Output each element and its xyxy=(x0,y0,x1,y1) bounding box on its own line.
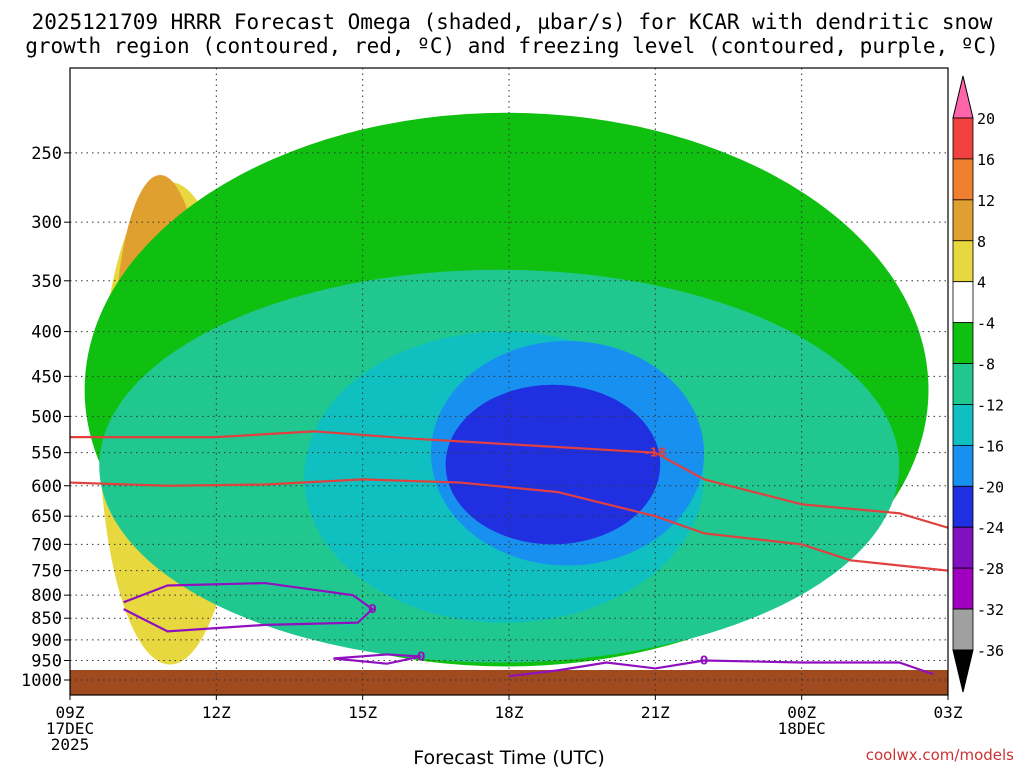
colorbar-swatch xyxy=(952,158,974,201)
colorbar-swatch xyxy=(952,444,974,487)
x-axis-label: Forecast Time (UTC) xyxy=(413,747,604,768)
x-tick-label: 15Z xyxy=(348,703,377,722)
chart-title-line-2: growth region (contoured, red, ºC) and f… xyxy=(25,34,999,58)
y-tick-label: 450 xyxy=(31,367,62,387)
contour-line xyxy=(70,478,948,572)
colorbar-swatch xyxy=(952,363,974,405)
colorbar-swatch xyxy=(952,199,974,242)
contour-label: 0 xyxy=(700,653,708,667)
colorbar-swatch xyxy=(952,526,974,569)
y-tick-label: 350 xyxy=(31,272,62,292)
x-tick-label: 00Z xyxy=(787,703,816,722)
contour-label: 0 xyxy=(368,602,376,616)
colorbar-label: 8 xyxy=(977,233,986,251)
colorbar-label: -12 xyxy=(977,396,1004,414)
x-tick-label: 12Z xyxy=(202,703,231,722)
colorbar-label: 16 xyxy=(977,151,995,169)
colorbar-swatch xyxy=(952,485,974,528)
omega-shading xyxy=(84,112,929,667)
contour-line xyxy=(123,581,375,633)
colorbar-label: 12 xyxy=(977,192,995,210)
colorbar-swatch xyxy=(952,281,974,324)
colorbar-label: -36 xyxy=(977,642,1004,660)
x-tick-label: 03Z xyxy=(934,703,963,722)
colorbar-label: -28 xyxy=(977,560,1004,578)
x-tick-label: 18DEC xyxy=(778,719,826,738)
colorbar-label: -8 xyxy=(977,356,995,374)
y-tick-label: 800 xyxy=(31,586,62,606)
contour-label: -18 xyxy=(644,446,666,460)
colorbar-swatch xyxy=(952,567,974,610)
colorbar-swatch xyxy=(952,117,974,160)
colorbar-label: -24 xyxy=(977,519,1004,537)
y-tick-label: 250 xyxy=(31,144,62,164)
x-tick-label: 21Z xyxy=(641,703,670,722)
credit-link[interactable]: coolwx.com/models xyxy=(865,746,1014,764)
colorbar: 20 16 12 8 4 -4 -8 -12 -16 -20 -24 -28 -32 -36 xyxy=(952,75,1004,693)
colorbar-bottom-arrow xyxy=(952,649,974,693)
chart-title-line-1: 2025121709 HRRR Forecast Omega (shaded, … xyxy=(31,10,993,34)
x-tick-label: 17DEC xyxy=(46,719,94,738)
colorbar-label: 4 xyxy=(977,274,986,292)
contour-label: 0 xyxy=(417,649,425,663)
contour-lines: -18 0 0 0 xyxy=(70,430,948,678)
x-tick-label: 09Z xyxy=(56,703,85,722)
y-tick-label: 750 xyxy=(31,562,62,582)
colorbar-swatch xyxy=(952,404,974,446)
contour-line xyxy=(70,430,948,529)
omega-region xyxy=(445,384,661,545)
colorbar-swatch xyxy=(952,322,974,364)
y-tick-label: 1000 xyxy=(21,671,62,691)
y-tick-label: 550 xyxy=(31,444,62,464)
colorbar-label: -4 xyxy=(977,315,995,333)
y-tick-label: 400 xyxy=(31,323,62,343)
colorbar-top-arrow xyxy=(952,75,974,119)
y-tick-label: 850 xyxy=(31,609,62,629)
y-tick-label: 600 xyxy=(31,477,62,497)
x-tick-label: 2025 xyxy=(51,735,90,754)
y-tick-label: 300 xyxy=(31,213,62,233)
y-tick-label: 950 xyxy=(31,651,62,671)
colorbar-label: -32 xyxy=(977,601,1004,619)
pressure-axis: 2503003504004505005506006507007508008509… xyxy=(21,144,70,691)
contour-line xyxy=(508,659,934,678)
colorbar-label: 20 xyxy=(977,110,995,128)
contour-line xyxy=(333,653,422,665)
colorbar-label: -16 xyxy=(977,437,1004,455)
colorbar-label: -20 xyxy=(977,478,1004,496)
y-tick-label: 900 xyxy=(31,631,62,651)
colorbar-swatch xyxy=(952,608,974,651)
colorbar-swatch xyxy=(952,240,974,283)
y-tick-label: 700 xyxy=(31,535,62,555)
y-tick-label: 500 xyxy=(31,407,62,427)
y-tick-label: 650 xyxy=(31,507,62,527)
x-tick-label: 18Z xyxy=(495,703,524,722)
